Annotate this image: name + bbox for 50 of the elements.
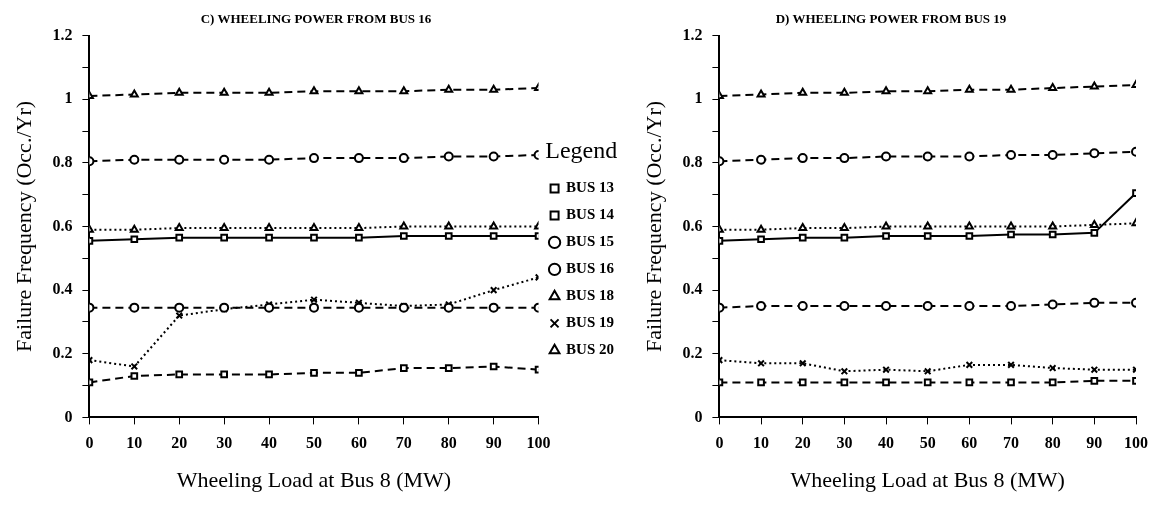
legend-label: BUS 20 <box>566 341 615 358</box>
x-tick-label: 0 <box>85 434 94 452</box>
chart-title: C) WHEELING POWER FROM BUS 16 <box>200 11 432 27</box>
legend-label: BUS 14 <box>566 206 615 223</box>
x-tick-label: 100 <box>526 434 551 452</box>
x-tick-label: 20 <box>794 434 811 452</box>
x-tick-label: 60 <box>961 434 978 452</box>
y-tick-label: 0.8 <box>52 153 73 171</box>
x-tick-label: 70 <box>395 434 412 452</box>
x-tick-label: 0 <box>715 434 724 452</box>
legend-label: BUS 18 <box>566 287 615 304</box>
y-tick-label: 0 <box>694 407 703 425</box>
x-tick-label: 50 <box>919 434 936 452</box>
x-tick-label: 10 <box>753 434 770 452</box>
y-tick-label: 0.2 <box>682 343 703 361</box>
y-tick-label: 0.8 <box>682 153 703 171</box>
y-axis-title: Failure Frequency (Occ./Yr) <box>640 100 666 353</box>
x-tick-label: 100 <box>1124 434 1148 452</box>
chart-title: D) WHEELING POWER FROM BUS 19 <box>775 11 1007 27</box>
x-tick-label: 20 <box>171 434 188 452</box>
y-tick-label: 0.4 <box>52 280 73 298</box>
legend-label: BUS 15 <box>566 233 615 250</box>
legend-label: BUS 13 <box>566 179 615 196</box>
x-tick-label: 40 <box>261 434 278 452</box>
legend-label: BUS 19 <box>566 314 615 331</box>
x-axis-title: Wheeling Load at Bus 8 (MW) <box>176 466 452 492</box>
x-tick-label: 90 <box>1086 434 1103 452</box>
y-tick-label: 0.6 <box>52 216 73 234</box>
y-axis-title: Failure Frequency (Occ./Yr) <box>10 100 36 353</box>
x-tick-label: 40 <box>878 434 895 452</box>
legend-label: BUS 16 <box>566 260 615 277</box>
x-tick-label: 10 <box>126 434 143 452</box>
y-tick-label: 1 <box>694 89 703 107</box>
x-tick-label: 30 <box>216 434 233 452</box>
x-axis-title: Wheeling Load at Bus 8 (MW) <box>790 466 1065 492</box>
y-tick-label: 0.2 <box>52 343 73 361</box>
x-tick-label: 90 <box>485 434 502 452</box>
y-tick-label: 0.4 <box>682 280 703 298</box>
y-tick-label: 1.2 <box>682 25 703 43</box>
x-tick-label: 80 <box>1044 434 1061 452</box>
x-tick-label: 70 <box>1003 434 1020 452</box>
x-tick-label: 30 <box>836 434 853 452</box>
y-tick-label: 1.2 <box>52 25 73 43</box>
y-tick-label: 0.6 <box>682 216 703 234</box>
x-tick-label: 80 <box>440 434 457 452</box>
x-tick-label: 50 <box>305 434 322 452</box>
y-tick-label: 0 <box>64 407 73 425</box>
y-tick-label: 1 <box>64 89 73 107</box>
x-tick-label: 60 <box>350 434 367 452</box>
legend-title: Legend <box>545 137 618 164</box>
